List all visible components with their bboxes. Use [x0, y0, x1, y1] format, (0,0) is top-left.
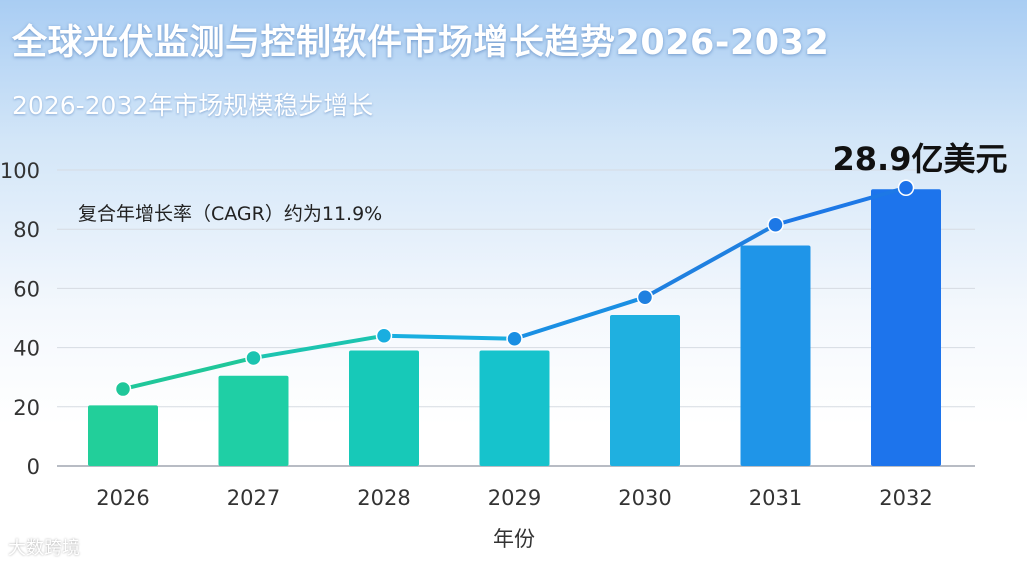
bar-2027 [218, 375, 289, 466]
y-tick-label: 100 [0, 159, 40, 183]
chart-subtitle: 2026-2032年市场规模稳步增长 [12, 91, 374, 120]
y-tick-label: 40 [13, 337, 40, 361]
bar-2029 [479, 350, 550, 466]
line-segment [382, 333, 517, 341]
line-segment [121, 355, 256, 392]
y-tick-label: 80 [13, 218, 40, 242]
x-tick-label: 2029 [488, 486, 541, 510]
line-point-2032 [897, 179, 915, 197]
line-point-2028 [375, 327, 393, 345]
line-point-2027 [245, 349, 262, 367]
line-point-2030 [636, 289, 654, 306]
x-axis-label: 年份 [493, 527, 535, 551]
line-segment [643, 222, 778, 300]
bar-2032 [871, 189, 941, 467]
x-tick-label: 2030 [618, 486, 671, 510]
x-tick-label: 2027 [227, 486, 280, 510]
y-tick-label: 60 [13, 277, 40, 301]
y-tick-label: 0 [27, 455, 40, 479]
line-segment [512, 295, 647, 341]
final-value-annotation: 28.9亿美元 [833, 140, 1008, 178]
x-tick-label: 2028 [357, 486, 410, 510]
bar-2028 [349, 350, 419, 466]
watermark-logo: 大数跨境 [8, 538, 80, 559]
x-tick-label: 2031 [749, 486, 802, 510]
line-segment [773, 185, 908, 227]
x-tick-label: 2032 [879, 486, 932, 510]
chart-title: 全球光伏监测与控制软件市场增长趋势2026-2032 [12, 23, 830, 63]
cagr-annotation: 复合年增长率（CAGR）约为11.9% [78, 203, 382, 225]
bar-2030 [610, 315, 680, 466]
line-point-2029 [506, 330, 523, 347]
line-point-2026 [114, 380, 132, 398]
x-tick-label: 2026 [96, 486, 149, 510]
line-segment [251, 333, 386, 360]
bar-2031 [740, 245, 811, 466]
line-point-2031 [767, 216, 784, 234]
y-tick-label: 20 [13, 396, 40, 420]
bar-2026 [88, 405, 158, 466]
